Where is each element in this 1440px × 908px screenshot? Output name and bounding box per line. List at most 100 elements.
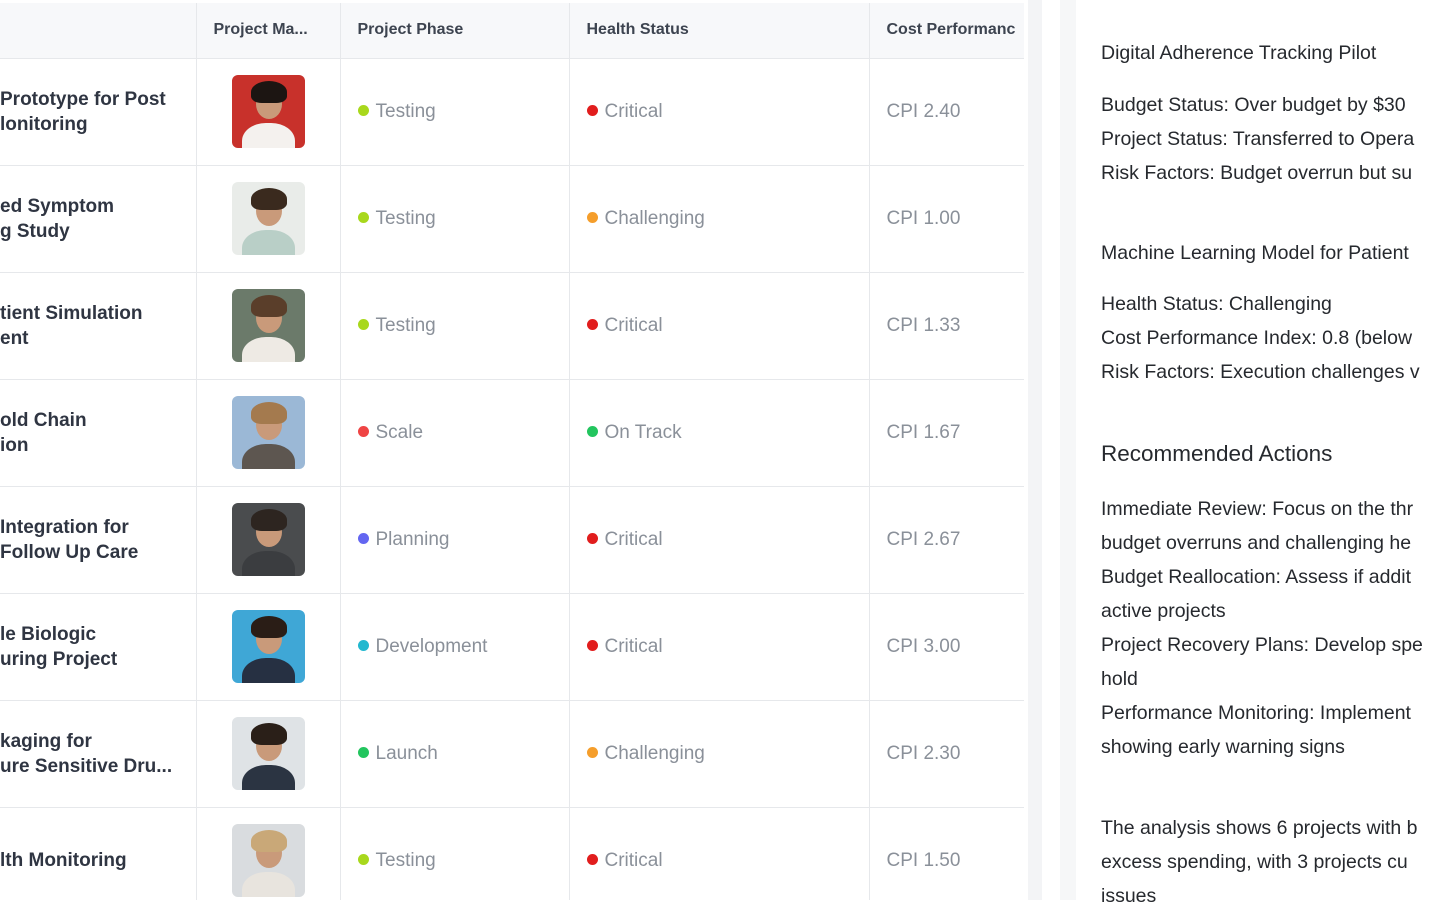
project-name-cell[interactable]: le Biologic uring Project	[0, 592, 197, 701]
table-row[interactable]: le Biologic uring Project Development Criti…	[0, 592, 1024, 701]
project-name-cell[interactable]: Prototype for Post lonitoring	[0, 57, 197, 166]
analysis-panel: Digital Adherence Tracking Pilot Budget …	[1101, 0, 1440, 907]
project-manager-cell	[195, 271, 341, 380]
column-header-cost-performance[interactable]: Cost Performanc	[868, 3, 1024, 59]
health-status-cell: Critical	[568, 271, 870, 380]
avatar[interactable]	[231, 182, 305, 255]
avatar[interactable]	[231, 396, 305, 469]
avatar[interactable]	[231, 75, 305, 148]
project-phase: Scale	[375, 421, 424, 443]
avatar[interactable]	[231, 610, 305, 683]
health-status-dot-icon	[586, 318, 598, 330]
table-row[interactable]: lth Monitoring Testing Critical CPI 1.50	[0, 806, 1024, 900]
project-phase-cell: Planning	[339, 485, 570, 594]
project-phase-cell: Launch	[339, 699, 570, 808]
health-status-dot-icon	[586, 425, 598, 437]
cost-performance-cell: CPI 2.30	[868, 699, 1024, 808]
panel-divider	[1060, 0, 1076, 900]
action-line: budget overruns and challenging he	[1101, 532, 1412, 554]
project-title: Digital Adherence Tracking Pilot	[1101, 42, 1377, 64]
action-line: Budget Reallocation: Assess if addit	[1101, 566, 1412, 588]
project-name-line: ure Sensitive Dru...	[0, 755, 173, 777]
avatar[interactable]	[231, 503, 305, 576]
risk-factors: Risk Factors: Budget overrun but su	[1101, 162, 1413, 184]
health-status: Health Status: Challenging	[1101, 293, 1332, 315]
phase-status-dot-icon	[357, 853, 369, 865]
action-line: Project Recovery Plans: Develop spe	[1101, 634, 1423, 656]
health-status: Critical	[604, 314, 663, 336]
project-name-line: Prototype for Post	[0, 88, 166, 110]
project-name-cell[interactable]: old Chain ion	[0, 378, 197, 487]
health-status-dot-icon	[586, 639, 598, 651]
action-line: Performance Monitoring: Implement	[1101, 702, 1411, 724]
avatar[interactable]	[231, 824, 305, 897]
cpi-value: CPI 3.00	[886, 635, 961, 657]
column-header-health-status[interactable]: Health Status	[568, 3, 870, 59]
project-name-cell[interactable]: tient Simulation ent	[0, 271, 197, 380]
project-name-line: kaging for	[0, 730, 92, 752]
project-phase: Testing	[375, 100, 436, 122]
table-scrollbar[interactable]	[1028, 0, 1042, 900]
health-status-dot-icon	[586, 211, 598, 223]
projects-table-container: Project Ma... Project Phase Health Statu…	[0, 3, 1024, 900]
project-name-line: Follow Up Care	[0, 541, 139, 563]
project-title: Machine Learning Model for Patient	[1101, 242, 1409, 264]
project-name-line: ion	[0, 434, 29, 456]
project-name-line: Integration for	[0, 516, 129, 538]
health-status-dot-icon	[586, 104, 598, 116]
health-status-cell: Challenging	[568, 164, 870, 273]
risk-factors: Risk Factors: Execution challenges v	[1101, 361, 1420, 383]
project-manager-cell	[195, 164, 341, 273]
project-phase-cell: Testing	[339, 271, 570, 380]
cpi-value: CPI 1.00	[886, 207, 961, 229]
project-name-cell[interactable]: ed Symptom g Study	[0, 164, 197, 273]
health-status: Critical	[604, 849, 663, 871]
project-status: Project Status: Transferred to Opera	[1101, 128, 1415, 150]
summary-line: issues	[1101, 885, 1157, 907]
project-name-line: uring Project	[0, 648, 118, 670]
cost-performance-cell: CPI 1.50	[868, 806, 1024, 900]
table-row[interactable]: old Chain ion Scale On Track CPI 1.67	[0, 378, 1024, 487]
cost-performance-cell: CPI 3.00	[868, 592, 1024, 701]
project-phase: Launch	[375, 742, 438, 764]
health-status: Challenging	[604, 742, 705, 764]
avatar[interactable]	[231, 717, 305, 790]
table-row[interactable]: ed Symptom g Study Testing Challenging CPI 1…	[0, 164, 1024, 273]
cpi-value: CPI 1.33	[886, 314, 961, 336]
cpi-value: CPI 2.30	[886, 742, 961, 764]
project-name-line: ent	[0, 327, 29, 349]
summary-line: excess spending, with 3 projects cu	[1101, 851, 1408, 873]
table-row[interactable]: kaging for ure Sensitive Dru... Launch Chal…	[0, 699, 1024, 808]
column-header-project-phase[interactable]: Project Phase	[339, 3, 570, 59]
column-header-project-name[interactable]	[0, 3, 197, 59]
project-name-line: lonitoring	[0, 113, 88, 135]
project-name-cell[interactable]: lth Monitoring	[0, 806, 197, 900]
cost-performance-cell: CPI 1.00	[868, 164, 1024, 273]
phase-status-dot-icon	[357, 425, 369, 437]
table-header-row: Project Ma... Project Phase Health Statu…	[0, 3, 1024, 59]
column-header-project-manager[interactable]: Project Ma...	[195, 3, 341, 59]
health-status-cell: Critical	[568, 592, 870, 701]
project-name-line: g Study	[0, 220, 70, 242]
health-status: Challenging	[604, 207, 705, 229]
cost-performance-cell: CPI 2.67	[868, 485, 1024, 594]
phase-status-dot-icon	[357, 211, 369, 223]
action-line: active projects	[1101, 600, 1226, 622]
cpi-value: CPI 1.67	[886, 421, 961, 443]
project-name-cell[interactable]: kaging for ure Sensitive Dru...	[0, 699, 197, 808]
project-name-line: lth Monitoring	[0, 850, 127, 871]
project-manager-cell	[195, 592, 341, 701]
project-name-cell[interactable]: Integration for Follow Up Care	[0, 485, 197, 594]
project-phase: Testing	[375, 207, 436, 229]
health-status-cell: Challenging	[568, 699, 870, 808]
project-name-line: le Biologic	[0, 623, 97, 645]
cpi-value: CPI 2.67	[886, 528, 961, 550]
cost-performance-cell: CPI 2.40	[868, 57, 1024, 166]
recommended-actions-heading: Recommended Actions	[1101, 441, 1333, 466]
budget-status: Budget Status: Over budget by $30	[1101, 94, 1406, 116]
table-row[interactable]: Integration for Follow Up Care Planning Cri…	[0, 485, 1024, 594]
table-row[interactable]: Prototype for Post lonitoring Testing Criti…	[0, 57, 1024, 166]
table-row[interactable]: tient Simulation ent Testing Critical CPI 1.…	[0, 271, 1024, 380]
projects-table: Project Ma... Project Phase Health Statu…	[0, 3, 1024, 900]
avatar[interactable]	[231, 289, 305, 362]
